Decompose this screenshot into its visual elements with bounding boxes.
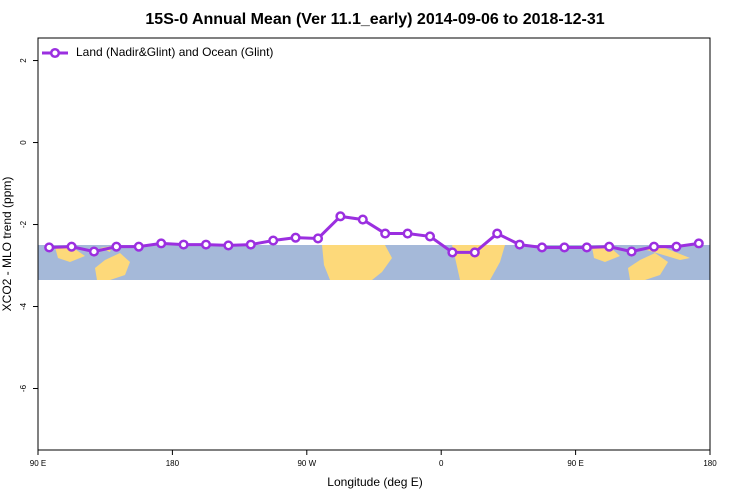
y-tick-label: 0: [19, 140, 28, 145]
data-point: [335, 211, 346, 222]
data-point: [626, 246, 637, 257]
data-point: [66, 241, 77, 252]
data-point: [380, 228, 391, 239]
data-point: [268, 235, 279, 246]
data-point: [402, 228, 413, 239]
y-axis-label: XCO2 - MLO trend (ppm): [0, 177, 14, 312]
x-tick-label: 180: [703, 459, 717, 468]
data-point: [492, 228, 503, 239]
data-point: [604, 241, 615, 252]
y-tick-label: -4: [19, 302, 28, 310]
x-tick-label: 0: [439, 459, 444, 468]
y-tick-label: -2: [19, 220, 28, 228]
legend-label: Land (Nadir&Glint) and Ocean (Glint): [76, 45, 273, 59]
data-point: [648, 241, 660, 252]
x-tick-label: 90 E: [30, 459, 46, 468]
y-tick-label: -6: [19, 384, 28, 392]
data-point: [44, 242, 55, 253]
land: [322, 245, 392, 280]
x-tick-label: 180: [166, 459, 180, 468]
land: [592, 246, 690, 280]
data-point: [469, 247, 480, 258]
y-tick-label: 2: [19, 58, 28, 63]
data-point: [559, 242, 570, 253]
data-point: [178, 239, 189, 250]
data-point: [88, 246, 100, 257]
legend-marker: [49, 47, 61, 59]
data-point: [156, 238, 167, 249]
data-point: [424, 231, 436, 242]
data-point: [671, 241, 682, 252]
data-point: [357, 214, 368, 225]
data-point: [200, 239, 212, 250]
data-point: [223, 240, 234, 251]
map-band: [38, 245, 710, 280]
plot-frame: [37, 37, 711, 451]
data-point: [447, 247, 458, 258]
data-point: [693, 238, 704, 249]
data-point: [581, 242, 592, 253]
data-point: [536, 242, 548, 253]
x-tick-label: 90 W: [297, 459, 316, 468]
x-tick-label: 90 E: [567, 459, 583, 468]
data-point: [312, 233, 324, 244]
land: [55, 246, 130, 280]
data-point: [290, 232, 301, 243]
data-point: [111, 241, 122, 252]
data-point: [514, 239, 525, 250]
x-axis-label: Longitude (deg E): [327, 475, 422, 489]
data-point: [133, 241, 144, 252]
data-point: [245, 239, 256, 250]
chart-title: 15S-0 Annual Mean (Ver 11.1_early) 2014-…: [145, 11, 604, 28]
